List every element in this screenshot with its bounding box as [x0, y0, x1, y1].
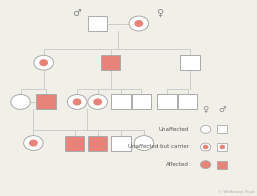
- Bar: [180, 55, 200, 70]
- Circle shape: [74, 99, 81, 105]
- Bar: [132, 94, 151, 109]
- Bar: [36, 94, 56, 109]
- Text: ♂: ♂: [73, 8, 81, 18]
- Text: © Wellcome Trust: © Wellcome Trust: [218, 190, 254, 194]
- Circle shape: [135, 21, 142, 26]
- Circle shape: [204, 145, 208, 149]
- Text: ♀: ♀: [203, 105, 209, 114]
- Text: ♂: ♂: [218, 105, 226, 114]
- Circle shape: [220, 145, 224, 149]
- Bar: [217, 143, 227, 151]
- Circle shape: [200, 143, 211, 151]
- Circle shape: [134, 136, 154, 151]
- Text: Unaffected but carrier: Unaffected but carrier: [128, 144, 189, 150]
- Bar: [111, 94, 131, 109]
- Bar: [65, 136, 84, 151]
- Bar: [157, 94, 177, 109]
- Text: ♀: ♀: [156, 8, 163, 18]
- Circle shape: [30, 140, 37, 146]
- Bar: [88, 16, 107, 31]
- Text: Unaffected: Unaffected: [159, 127, 189, 132]
- Circle shape: [34, 55, 53, 70]
- Bar: [217, 125, 227, 133]
- Circle shape: [11, 94, 30, 109]
- Circle shape: [129, 16, 149, 31]
- Circle shape: [200, 125, 211, 133]
- Bar: [101, 55, 120, 70]
- Text: Affected: Affected: [166, 162, 189, 167]
- Bar: [217, 161, 227, 169]
- Bar: [88, 136, 107, 151]
- Circle shape: [88, 94, 107, 109]
- Bar: [178, 94, 197, 109]
- Circle shape: [40, 60, 47, 65]
- Bar: [111, 136, 131, 151]
- Circle shape: [200, 161, 211, 169]
- Circle shape: [24, 136, 43, 151]
- Circle shape: [94, 99, 101, 105]
- Circle shape: [67, 94, 87, 109]
